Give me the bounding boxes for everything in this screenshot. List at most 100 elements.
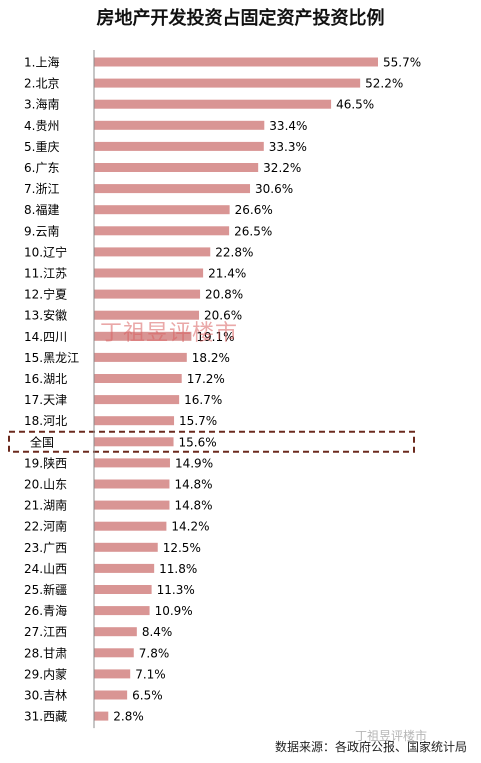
value-label: 14.2%	[171, 520, 209, 534]
value-label: 6.5%	[132, 689, 163, 703]
category-label: 全国	[30, 434, 54, 449]
category-label: 8.福建	[24, 202, 59, 217]
category-label: 12.宁夏	[24, 287, 67, 302]
bar	[94, 521, 167, 531]
value-label: 14.9%	[175, 456, 213, 470]
category-label: 9.云南	[24, 223, 59, 238]
bar	[94, 352, 187, 362]
chart-title: 房地产开发投资占固定资产投资比例	[96, 8, 385, 29]
bar	[94, 247, 211, 257]
bar	[94, 542, 158, 552]
value-label: 7.8%	[139, 646, 170, 660]
category-label: 6.广东	[24, 161, 59, 175]
category-label: 10.辽宁	[24, 244, 67, 259]
category-label: 16.湖北	[24, 371, 67, 386]
value-label: 14.8%	[174, 499, 212, 513]
value-label: 33.3%	[269, 140, 307, 154]
bar	[94, 374, 182, 383]
bar	[94, 437, 174, 447]
category-label: 4.贵州	[24, 119, 59, 133]
bar	[94, 310, 200, 320]
value-label: 46.5%	[336, 98, 374, 112]
bar	[94, 416, 175, 426]
source-note: 数据来源：各政府公报、国家统计局	[274, 740, 467, 754]
category-label: 15.黑龙江	[24, 351, 79, 365]
bar	[94, 163, 259, 172]
bar	[94, 585, 152, 594]
value-label: 26.6%	[235, 203, 273, 217]
category-label: 27.江西	[24, 625, 67, 639]
bar	[94, 479, 170, 489]
bar	[94, 120, 265, 130]
category-label: 21.湖南	[24, 498, 67, 513]
value-label: 17.2%	[187, 372, 225, 386]
value-label: 55.7%	[383, 56, 421, 70]
bar	[94, 331, 192, 341]
value-label: 12.5%	[163, 541, 201, 555]
value-label: 15.6%	[179, 435, 217, 449]
category-label: 29.内蒙	[24, 667, 67, 681]
category-label: 22.河南	[24, 519, 67, 534]
bar	[94, 184, 251, 194]
category-label: 19.陕西	[24, 455, 67, 470]
bar	[94, 99, 332, 109]
bar	[94, 690, 128, 700]
highlight-box	[8, 430, 415, 453]
bar	[94, 78, 361, 88]
value-label: 18.2%	[192, 351, 230, 365]
bar	[94, 648, 134, 658]
bar	[94, 226, 230, 236]
category-label: 26.青海	[24, 603, 67, 618]
value-label: 19.1%	[196, 330, 234, 344]
value-label: 2.8%	[113, 710, 144, 724]
bar	[94, 395, 180, 405]
bar	[94, 141, 264, 151]
category-label: 25.新疆	[24, 582, 67, 597]
category-label: 13.安徽	[24, 308, 67, 323]
category-label: 31.西藏	[24, 710, 67, 724]
category-label: 28.甘肃	[24, 646, 67, 660]
value-label: 10.9%	[155, 604, 193, 618]
bar	[94, 205, 230, 215]
bar	[94, 627, 137, 637]
value-label: 8.4%	[142, 625, 173, 639]
bar	[94, 711, 109, 721]
bar	[94, 268, 204, 278]
category-label: 11.江苏	[24, 267, 67, 281]
category-label: 14.四川	[24, 330, 67, 344]
category-label: 3.海南	[24, 97, 59, 112]
watermark-text: 丁祖昱评楼市	[100, 321, 239, 346]
value-label: 22.8%	[215, 245, 253, 259]
value-label: 52.2%	[365, 77, 403, 91]
value-label: 15.7%	[179, 414, 217, 428]
bar	[94, 57, 378, 67]
watermark-small-text: 丁祖昱评楼市	[355, 729, 428, 743]
category-label: 2.北京	[24, 77, 59, 91]
value-label: 21.4%	[208, 267, 246, 281]
category-label: 30.吉林	[24, 689, 67, 703]
category-label: 1.上海	[24, 55, 59, 70]
category-label: 5.重庆	[24, 140, 59, 154]
category-label: 17.天津	[24, 393, 67, 407]
bar	[94, 606, 150, 616]
category-label: 23.广西	[24, 541, 67, 555]
value-label: 26.5%	[234, 224, 272, 238]
bar	[94, 289, 201, 299]
value-label: 30.6%	[255, 182, 293, 196]
value-label: 16.7%	[184, 393, 222, 407]
category-label: 20.山东	[24, 478, 67, 492]
category-label: 24.山西	[24, 562, 67, 576]
value-label: 14.8%	[174, 478, 212, 492]
bar	[94, 500, 170, 510]
value-label: 20.6%	[204, 309, 242, 323]
bar	[94, 563, 155, 573]
value-label: 11.8%	[159, 562, 197, 576]
value-label: 33.4%	[269, 119, 307, 133]
category-label: 7.浙江	[24, 182, 59, 196]
value-label: 20.8%	[205, 288, 243, 302]
value-label: 32.2%	[263, 161, 301, 175]
value-label: 7.1%	[135, 667, 166, 681]
category-label: 18.河北	[24, 414, 67, 428]
bar	[94, 669, 131, 679]
